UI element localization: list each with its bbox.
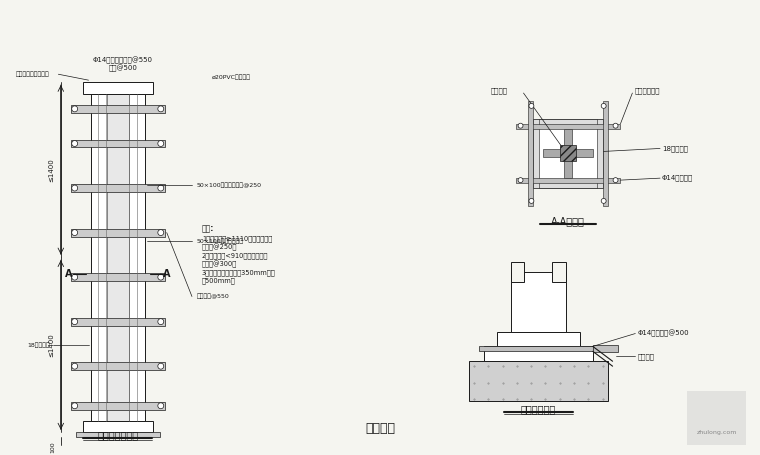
Circle shape (158, 230, 163, 236)
Circle shape (158, 363, 163, 369)
Circle shape (613, 123, 618, 128)
Bar (469, 361, 608, 401)
Bar (497, 332, 580, 346)
Text: Φ14对拉螺栓@500: Φ14对拉螺栓@500 (638, 330, 689, 337)
Circle shape (71, 230, 78, 236)
Bar (511, 262, 524, 282)
Circle shape (158, 403, 163, 409)
Text: 钢管夹具: 钢管夹具 (638, 353, 654, 359)
Circle shape (158, 318, 163, 324)
Text: ø20PVC塑料套管: ø20PVC塑料套管 (212, 75, 251, 80)
Circle shape (71, 185, 78, 191)
Bar (71, 362, 165, 370)
Circle shape (518, 177, 523, 182)
Bar (83, 82, 153, 94)
Bar (71, 140, 165, 147)
Circle shape (613, 177, 618, 182)
Bar (560, 146, 576, 162)
Bar (534, 119, 540, 188)
Text: 钢管夹具@550: 钢管夹具@550 (197, 294, 230, 299)
Bar (107, 94, 128, 420)
Text: 100: 100 (50, 441, 55, 453)
Text: 1、柱截面宽≥1110以上，柱模背: 1、柱截面宽≥1110以上，柱模背 (202, 236, 272, 243)
Circle shape (71, 141, 78, 147)
Bar (76, 433, 160, 437)
Text: A-A剖面图: A-A剖面图 (551, 216, 585, 226)
Text: 柱模立面大样图: 柱模立面大样图 (97, 430, 138, 440)
Text: 撑木枋@250。: 撑木枋@250。 (202, 243, 237, 251)
Circle shape (71, 106, 78, 112)
Text: 撑木枋@300。: 撑木枋@300。 (202, 260, 237, 268)
Circle shape (529, 103, 534, 108)
Text: 2、柱截面宽<910以下，柱模背: 2、柱截面宽<910以下，柱模背 (202, 253, 268, 259)
Text: ≤1400: ≤1400 (48, 158, 54, 182)
Bar (83, 420, 153, 433)
Text: （图四）: （图四） (365, 422, 395, 435)
Text: 3、柱模件间距：竖向350mm；横: 3、柱模件间距：竖向350mm；横 (202, 269, 276, 276)
Circle shape (518, 123, 523, 128)
Bar (543, 149, 593, 157)
Circle shape (71, 363, 78, 369)
Circle shape (158, 274, 163, 280)
Bar (71, 184, 165, 192)
Text: 向500mm。: 向500mm。 (202, 278, 236, 284)
Text: 50×100木枋（竖撑）@250: 50×100木枋（竖撑）@250 (197, 182, 262, 188)
Text: Φ14对拉螺栓竖向@550: Φ14对拉螺栓竖向@550 (93, 57, 153, 64)
Bar (515, 178, 620, 183)
Text: zhulong.com: zhulong.com (696, 430, 736, 435)
Bar (687, 391, 746, 445)
Circle shape (71, 403, 78, 409)
Bar (553, 262, 566, 282)
Circle shape (71, 318, 78, 324)
Text: A: A (163, 268, 170, 278)
Bar (597, 119, 603, 188)
Bar (515, 124, 620, 129)
Text: A: A (65, 268, 72, 278)
Text: 红油漆涂上轴线标志: 红油漆涂上轴线标志 (16, 71, 49, 77)
Bar (534, 119, 603, 125)
Bar (564, 129, 572, 178)
Text: 说明:: 说明: (202, 225, 214, 234)
Circle shape (601, 198, 606, 203)
Text: 50×100木枋（背撑）: 50×100木枋（背撑） (197, 238, 244, 244)
Bar (528, 101, 534, 206)
Text: 18厚九夹板: 18厚九夹板 (27, 343, 50, 348)
Text: Φ14对拉螺栓: Φ14对拉螺栓 (662, 175, 693, 182)
Circle shape (71, 274, 78, 280)
Bar (593, 345, 618, 352)
Text: 钢管稳定支架: 钢管稳定支架 (635, 88, 660, 94)
Circle shape (158, 141, 163, 147)
Bar (71, 318, 165, 326)
Bar (90, 94, 145, 420)
Bar (479, 346, 597, 351)
Bar (534, 182, 603, 188)
Bar (511, 272, 566, 332)
Circle shape (529, 198, 534, 203)
Text: 柱帽模板大样: 柱帽模板大样 (521, 404, 556, 414)
Text: 18厚九夹板: 18厚九夹板 (662, 145, 688, 152)
Bar (603, 101, 608, 206)
Circle shape (158, 185, 163, 191)
Bar (71, 228, 165, 237)
Bar (71, 273, 165, 281)
Text: ≤1400: ≤1400 (48, 333, 54, 357)
Text: 横向@500: 横向@500 (108, 65, 137, 72)
Text: 钢管砼柱: 钢管砼柱 (490, 88, 507, 94)
Circle shape (601, 103, 606, 108)
Bar (484, 346, 593, 361)
Circle shape (158, 106, 163, 112)
Bar (534, 119, 603, 188)
Bar (71, 105, 165, 113)
Bar (71, 402, 165, 410)
